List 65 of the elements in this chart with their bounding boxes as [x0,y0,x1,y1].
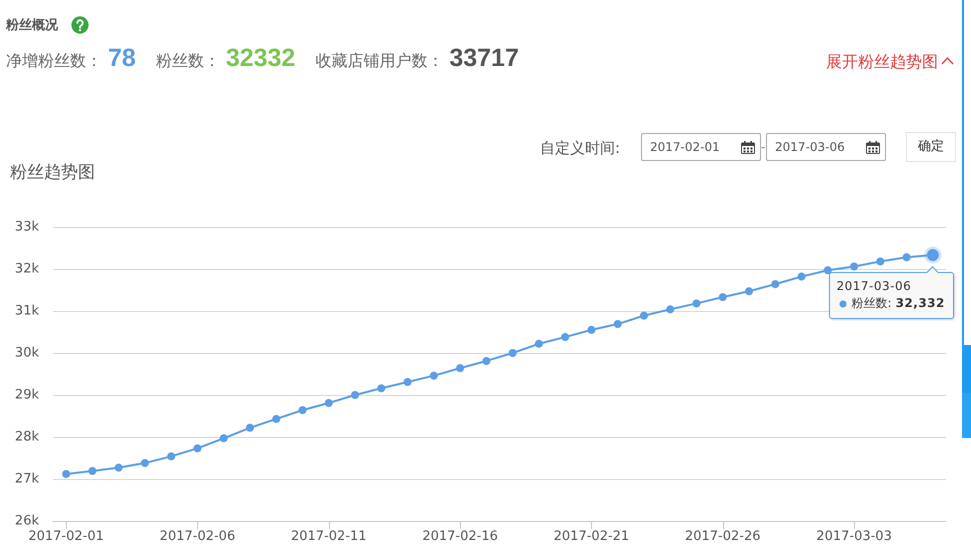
point [220,434,228,442]
y-tick-label: 32k [14,262,40,276]
y-tick-label: 29k [14,388,40,402]
text: 粉丝数： [156,51,220,72]
text: 78 [108,44,136,73]
point [193,444,202,452]
point [430,372,438,380]
point [167,452,176,460]
point [850,262,858,270]
y-tick-label: 33k [14,220,40,234]
y-tick-label: 30k [14,346,40,360]
text: 自定义时间: [540,138,620,158]
point [298,406,307,414]
x-tick-label: 2017-03-03 [816,529,892,544]
point [771,280,780,288]
point [561,333,570,342]
point [614,320,622,328]
point [534,340,543,348]
text: 收藏店铺用户数： [315,51,444,72]
text: 33717 [449,44,519,73]
x-tick-label: 2017-02-06 [160,529,236,544]
point [798,272,806,281]
legend-label: 粉丝数: [852,295,892,312]
point [508,349,517,357]
point [587,326,596,334]
y-tick-label: 26k [14,514,40,528]
point [456,364,464,372]
annotation: 32,332 [896,295,945,312]
point [140,459,149,468]
point [272,414,280,423]
x-tick-label: 2017-02-11 [291,529,367,544]
point [404,378,412,386]
point [377,384,386,392]
text: - [761,139,766,155]
y-tick-label: 28k [14,430,40,444]
point [88,467,96,476]
button: 确定 [906,132,956,162]
x-tick-label: 2017-02-01 [28,529,104,544]
point [876,257,884,266]
text: 净增粉丝数： [6,51,102,72]
text: 32332 [226,44,296,73]
point [482,356,490,365]
point [351,391,360,399]
date-field: 2017-03-06 [766,133,886,161]
text: 展开粉丝趋势图 [826,51,938,73]
x-tick-label: 2017-02-26 [684,529,761,544]
point [824,266,832,274]
point [666,305,674,314]
text: 粉丝概况 [6,17,58,35]
chart-title: 粉丝趋势图 [10,162,95,182]
annotation: 2017-03-06 [836,278,912,296]
point [114,464,123,472]
point [324,398,333,407]
point [902,253,911,262]
point [640,312,648,320]
y-tick-label: 27k [14,472,40,486]
point [718,293,727,302]
point [745,287,754,296]
x-tick-label: 2017-02-21 [554,529,630,544]
y-tick-label: 31k [14,304,40,318]
date-field: 2017-02-01 [641,133,761,161]
point [692,299,700,308]
point [62,470,70,478]
point [246,424,254,432]
x-tick-label: 2017-02-16 [422,529,498,544]
